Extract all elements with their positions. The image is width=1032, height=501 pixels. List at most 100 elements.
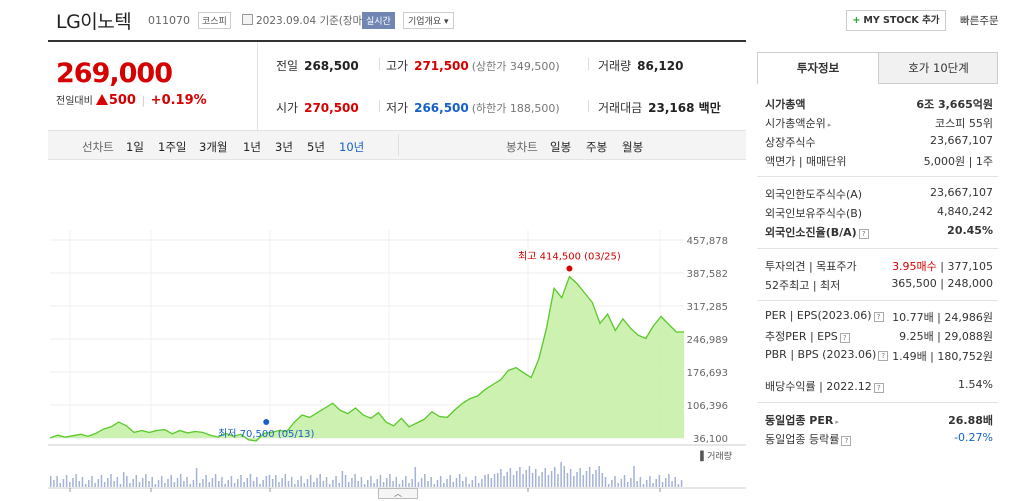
y-tick-label: 106,396 bbox=[687, 401, 728, 412]
volume-bar bbox=[550, 471, 553, 487]
volume-bar bbox=[262, 480, 264, 487]
volume-bar bbox=[655, 479, 657, 487]
volume-bar bbox=[563, 466, 566, 487]
tab-5y[interactable]: 5년 bbox=[307, 140, 325, 154]
volume-bar bbox=[214, 474, 217, 487]
tab-orderbook[interactable]: 호가 10단계 bbox=[908, 61, 969, 75]
volume-bar bbox=[645, 480, 648, 487]
volume-bar bbox=[515, 471, 518, 487]
volume-bar bbox=[579, 468, 581, 487]
volume-bar bbox=[249, 474, 252, 487]
volume-bar bbox=[122, 472, 125, 487]
company-overview-dropdown[interactable]: 기업개요 ▾ bbox=[403, 12, 454, 29]
volume-bar bbox=[65, 475, 68, 487]
volume-bar bbox=[56, 476, 58, 487]
volume-bar bbox=[256, 477, 258, 487]
tab-monthly[interactable]: 월봉 bbox=[622, 140, 644, 154]
volume-bar bbox=[582, 475, 585, 487]
tab-3y[interactable]: 3년 bbox=[275, 140, 293, 154]
volume-bar bbox=[455, 478, 458, 487]
volume-bar bbox=[620, 479, 623, 487]
volume-bar bbox=[157, 480, 160, 487]
volume-bar bbox=[607, 484, 610, 487]
volume-bar bbox=[443, 483, 445, 487]
tab-3m[interactable]: 3개월 bbox=[199, 140, 228, 154]
volume-bar bbox=[145, 474, 147, 487]
tab-daily[interactable]: 일봉 bbox=[550, 140, 572, 154]
volume-bar bbox=[547, 475, 550, 487]
help-icon[interactable]: ? bbox=[873, 383, 884, 393]
volume-bar bbox=[290, 477, 293, 487]
collapse-chart-button[interactable]: ︿ bbox=[378, 488, 418, 499]
volume-bar bbox=[170, 475, 172, 487]
quick-order-link[interactable]: 빠른주문 bbox=[960, 15, 999, 27]
investment-info-panel: 투자정보 호가 10단계 시가총액 6조 3,665억원 시가총액순위 ▸ 코스피 5… bbox=[757, 52, 998, 489]
volume-bar bbox=[116, 477, 119, 487]
volume-bar bbox=[230, 476, 233, 487]
price-change: 전일대비 500 | +0.19% bbox=[56, 93, 207, 108]
volume-bar bbox=[322, 481, 325, 487]
volume-bar bbox=[493, 474, 496, 487]
volume-bar bbox=[471, 480, 474, 487]
foreign-hold-row: 외국인보유주식수(B) 4,840,242 bbox=[765, 205, 993, 220]
per-row: PER | EPS(2023.06)? 10.77배 | 24,986원 bbox=[765, 309, 993, 324]
volume-bar bbox=[303, 483, 306, 487]
price-area bbox=[50, 276, 684, 441]
volume-bar bbox=[192, 480, 195, 487]
dividend-row: 배당수익률 | 2022.12? 1.54% bbox=[765, 378, 993, 393]
market-cap-rank-row: 시가총액순위 ▸ 코스피 55위 bbox=[765, 117, 993, 130]
volume-bar bbox=[509, 468, 512, 487]
volume-bar bbox=[611, 480, 613, 487]
volume-bar bbox=[576, 472, 578, 487]
help-icon[interactable]: ? bbox=[873, 312, 884, 322]
volume-bar bbox=[512, 475, 515, 487]
volume-bar bbox=[265, 476, 268, 487]
volume-bar bbox=[519, 467, 521, 487]
live-button[interactable]: 실시간 bbox=[362, 12, 395, 29]
low-label: 최저 70,500 (05/13) bbox=[218, 428, 314, 440]
volume-bar bbox=[401, 480, 404, 487]
volume-bar bbox=[75, 474, 77, 487]
sidebar-tabs: 투자정보 호가 10단계 bbox=[757, 52, 998, 84]
volume-bar bbox=[243, 482, 245, 487]
volume-bar bbox=[208, 482, 210, 487]
high-marker bbox=[566, 265, 573, 272]
tab-1d[interactable]: 1일 bbox=[126, 140, 144, 154]
volume-bar bbox=[465, 477, 467, 487]
volume-bar bbox=[179, 474, 182, 487]
volume-bar bbox=[173, 482, 176, 487]
volume-bar bbox=[535, 469, 537, 487]
volume-bar bbox=[176, 478, 179, 487]
help-icon[interactable]: ? bbox=[839, 333, 850, 343]
current-price-box: 269,000 전일대비 500 | +0.19% bbox=[48, 42, 258, 130]
volume-bar bbox=[668, 474, 670, 487]
tab-1w[interactable]: 1주일 bbox=[158, 140, 187, 154]
volume-bar bbox=[630, 478, 632, 487]
volume-bar bbox=[338, 483, 340, 487]
volume-bar bbox=[468, 484, 470, 487]
volume-bar bbox=[449, 475, 451, 487]
help-icon[interactable]: ? bbox=[878, 351, 889, 361]
volume-bar bbox=[100, 475, 103, 487]
volume-bar bbox=[160, 476, 163, 487]
help-icon[interactable]: ? bbox=[841, 436, 852, 446]
tab-investment-info[interactable]: 투자정보 bbox=[758, 53, 879, 84]
help-icon[interactable]: ? bbox=[858, 229, 869, 239]
volume-bar bbox=[110, 474, 112, 487]
volume-bar bbox=[84, 484, 87, 487]
volume-bar bbox=[392, 481, 394, 487]
volume-bar bbox=[148, 481, 150, 487]
volume-bar bbox=[474, 476, 477, 487]
volume-bar bbox=[278, 482, 280, 487]
tab-1y[interactable]: 1년 bbox=[243, 140, 261, 154]
volume-bar bbox=[430, 477, 432, 487]
tab-weekly[interactable]: 주봉 bbox=[586, 140, 608, 154]
volume-bar bbox=[268, 475, 271, 487]
y-tick-label: 176,693 bbox=[687, 368, 728, 379]
volume-bar bbox=[97, 479, 100, 487]
price-chart[interactable]: 457,878 387,582 317,285 246,989 176,693 106,3… bbox=[48, 160, 746, 501]
add-mystock-button[interactable]: + MY STOCK 추가 bbox=[846, 10, 946, 31]
volume-bar bbox=[661, 482, 664, 487]
volume-bar bbox=[135, 475, 138, 487]
tab-10y[interactable]: 10년 bbox=[339, 140, 365, 154]
